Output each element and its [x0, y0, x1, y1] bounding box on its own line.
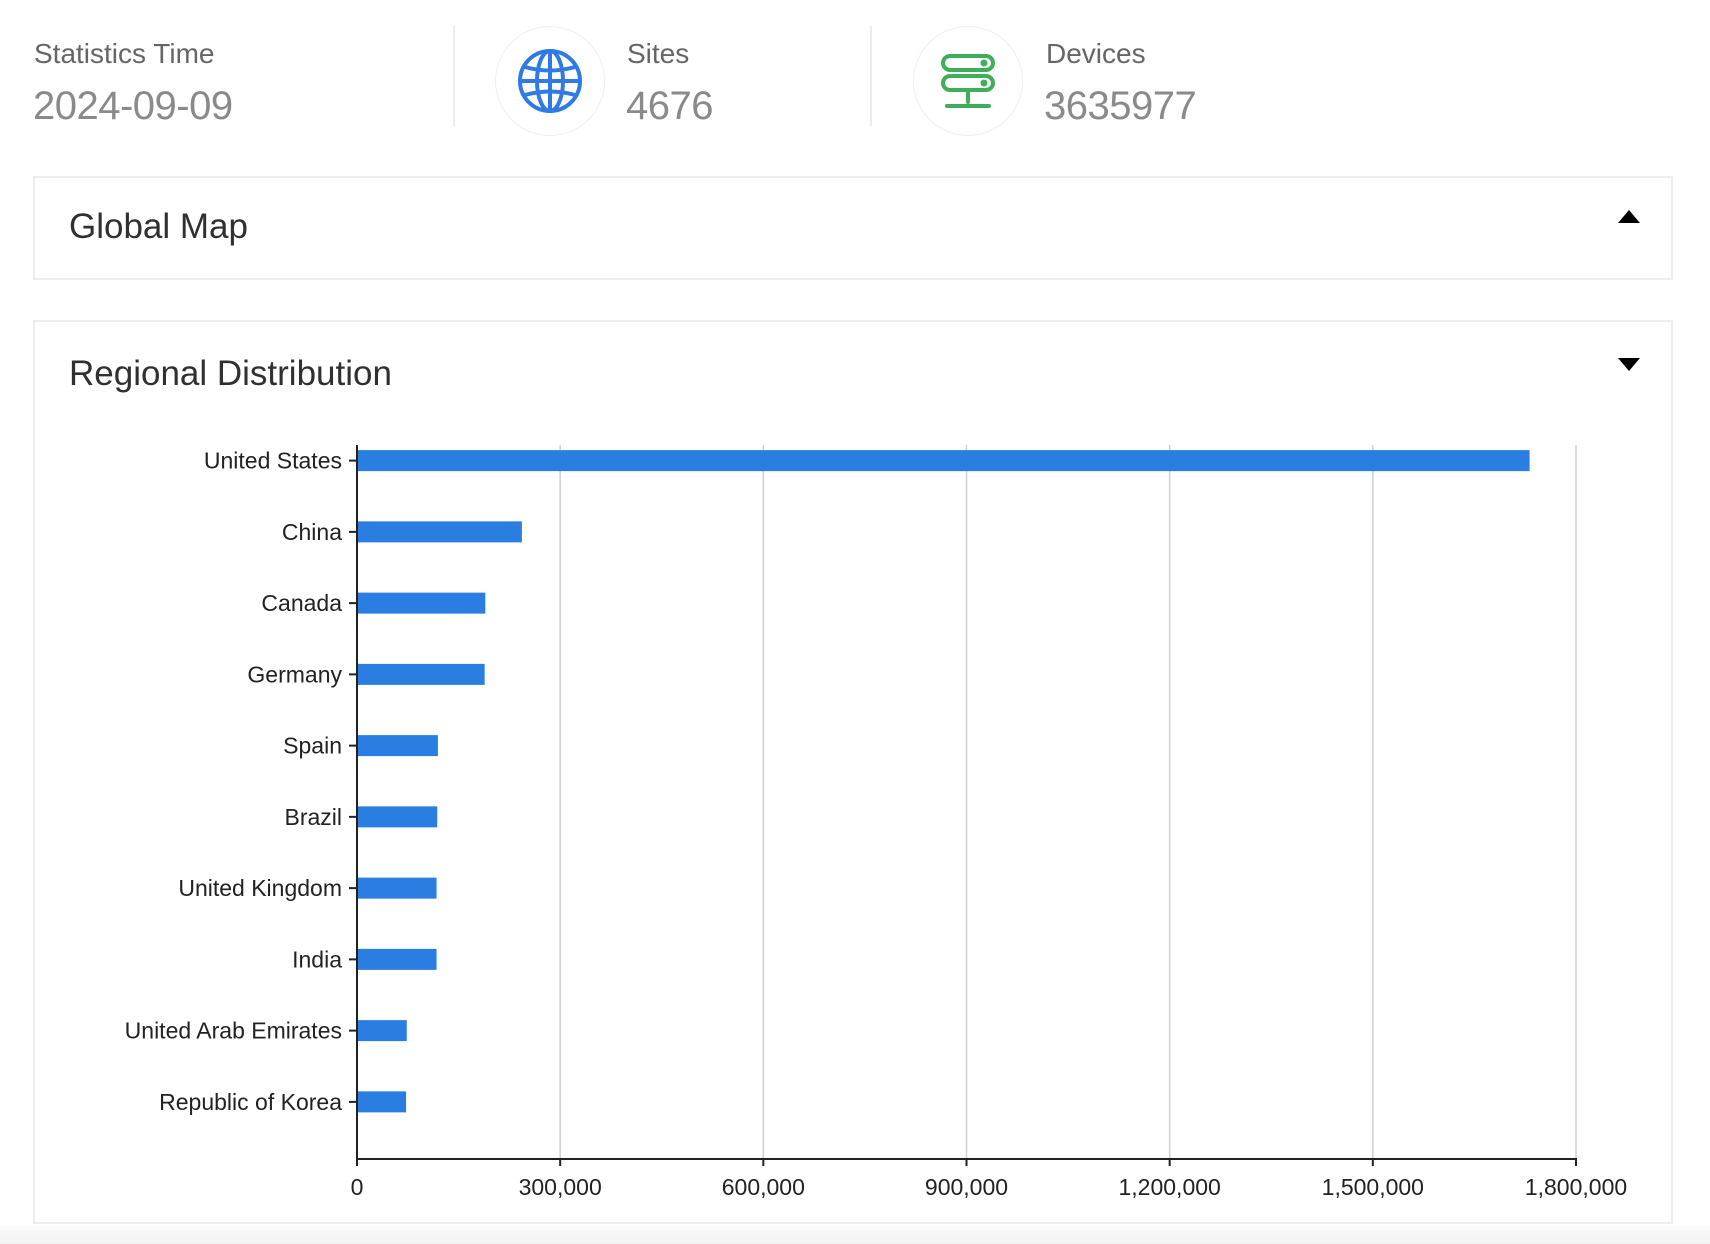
bar [358, 877, 437, 899]
y-tick-label: China [282, 519, 342, 545]
y-tick-label: United Arab Emirates [125, 1018, 342, 1044]
stat-devices: Devices 3635977 [872, 0, 1292, 150]
stat-divider [453, 26, 455, 126]
x-tick-label: 1,200,000 [1119, 1174, 1221, 1200]
bar [358, 1020, 407, 1042]
devices-label: Devices [1046, 38, 1146, 69]
sites-value: 4676 [626, 84, 713, 128]
y-tick-label: United Kingdom [178, 875, 342, 901]
x-tick-label: 1,500,000 [1322, 1174, 1424, 1200]
statistics-time-label: Statistics Time [34, 38, 215, 69]
bar [358, 663, 485, 685]
stat-statistics-time: Statistics Time 2024-09-09 [0, 0, 450, 150]
stats-bar: Statistics Time 2024-09-09 Sites 4676 [0, 0, 1710, 150]
regional-distribution-title: Regional Distribution [69, 354, 392, 393]
collapse-caret-up-icon[interactable] [1618, 210, 1640, 223]
server-icon [941, 54, 995, 108]
y-tick-label: Brazil [284, 804, 342, 830]
x-tick-label: 300,000 [519, 1174, 602, 1200]
x-tick-label: 600,000 [722, 1174, 805, 1200]
x-tick-label: 900,000 [925, 1174, 1008, 1200]
y-tick-label: United States [204, 448, 342, 474]
y-tick-label: Canada [261, 590, 342, 616]
y-tick-label: Republic of Korea [159, 1089, 342, 1115]
bar [358, 735, 438, 757]
devices-value: 3635977 [1044, 84, 1197, 128]
bar [358, 1091, 407, 1113]
y-tick-label: Spain [283, 733, 342, 759]
bar [358, 450, 1530, 472]
globe-icon [518, 49, 582, 113]
global-map-panel: Global Map [33, 176, 1673, 280]
bar [358, 948, 437, 970]
statistics-time-value: 2024-09-09 [33, 84, 233, 128]
bar [358, 521, 522, 543]
devices-icon-badge [913, 26, 1023, 136]
global-map-title: Global Map [69, 207, 248, 246]
y-tick-label: India [292, 946, 342, 972]
stat-divider [870, 26, 872, 126]
bar [358, 592, 486, 614]
y-tick-label: Germany [247, 661, 342, 687]
bar [358, 806, 438, 828]
sites-icon-badge [495, 26, 605, 136]
x-tick-label: 1,800,000 [1525, 1174, 1627, 1200]
expand-caret-down-icon[interactable] [1618, 358, 1640, 371]
x-tick-label: 0 [351, 1174, 364, 1200]
page-bottom-edge [0, 1226, 1710, 1244]
sites-label: Sites [627, 38, 690, 69]
stat-sites: Sites 4676 [455, 0, 870, 150]
